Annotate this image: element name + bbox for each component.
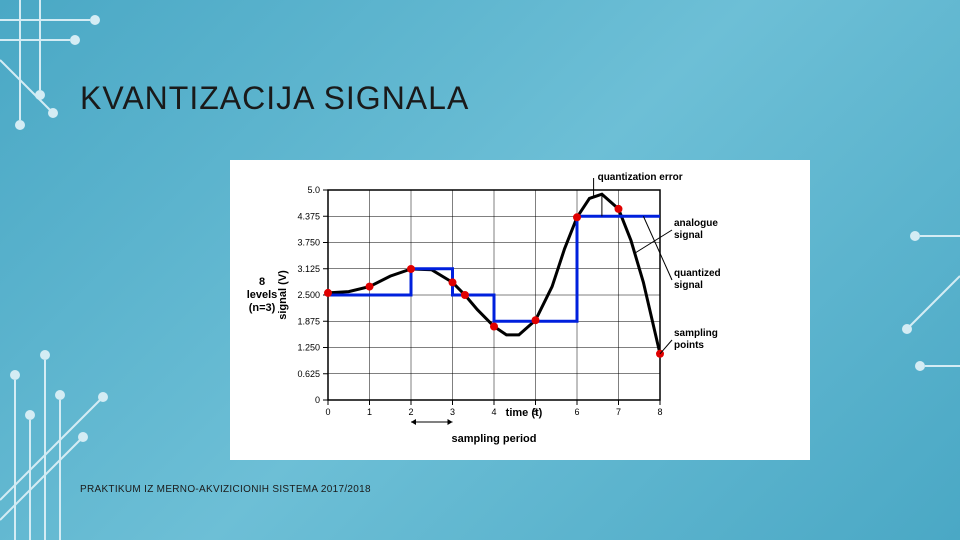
svg-text:3.750: 3.750 bbox=[297, 238, 320, 248]
svg-text:0: 0 bbox=[315, 395, 320, 405]
svg-text:1: 1 bbox=[367, 407, 372, 417]
svg-text:2: 2 bbox=[408, 407, 413, 417]
deco-right bbox=[900, 216, 960, 416]
svg-text:2.500: 2.500 bbox=[297, 290, 320, 300]
svg-text:6: 6 bbox=[574, 407, 579, 417]
svg-text:3: 3 bbox=[450, 407, 455, 417]
svg-text:signal: signal bbox=[674, 280, 703, 291]
svg-text:quantized: quantized bbox=[674, 268, 721, 279]
svg-text:signal (V): signal (V) bbox=[277, 270, 289, 320]
slide-title: KVANTIZACIJA SIGNALA bbox=[80, 80, 469, 117]
svg-text:1.250: 1.250 bbox=[297, 343, 320, 353]
svg-text:1.875: 1.875 bbox=[297, 316, 320, 326]
svg-text:3.125: 3.125 bbox=[297, 264, 320, 274]
svg-text:4: 4 bbox=[491, 407, 496, 417]
slide: KVANTIZACIJA SIGNALA PRAKTIKUM IZ MERNO-… bbox=[0, 0, 960, 540]
svg-text:7: 7 bbox=[616, 407, 621, 417]
svg-text:points: points bbox=[674, 340, 704, 351]
svg-text:8: 8 bbox=[657, 407, 662, 417]
svg-text:0.625: 0.625 bbox=[297, 369, 320, 379]
svg-text:0: 0 bbox=[325, 407, 330, 417]
svg-text:analogue: analogue bbox=[674, 218, 718, 229]
slide-footer: PRAKTIKUM IZ MERNO-AKVIZICIONIH SISTEMA … bbox=[80, 484, 371, 495]
svg-text:sampling period: sampling period bbox=[452, 433, 537, 445]
chart-svg: 012345678time (t)sampling period00.6251.… bbox=[240, 170, 800, 450]
svg-text:8: 8 bbox=[259, 276, 265, 288]
svg-text:quantization error: quantization error bbox=[598, 172, 683, 183]
quantization-chart: 012345678time (t)sampling period00.6251.… bbox=[230, 160, 810, 460]
svg-text:4.375: 4.375 bbox=[297, 211, 320, 221]
svg-text:(n=3): (n=3) bbox=[249, 302, 276, 314]
svg-text:time (t): time (t) bbox=[506, 407, 543, 419]
deco-top-left bbox=[0, 0, 180, 150]
svg-text:levels: levels bbox=[247, 289, 278, 301]
svg-text:5.0: 5.0 bbox=[307, 185, 320, 195]
deco-bottom-left bbox=[0, 320, 160, 540]
svg-text:signal: signal bbox=[674, 230, 703, 241]
svg-text:sampling: sampling bbox=[674, 328, 718, 339]
